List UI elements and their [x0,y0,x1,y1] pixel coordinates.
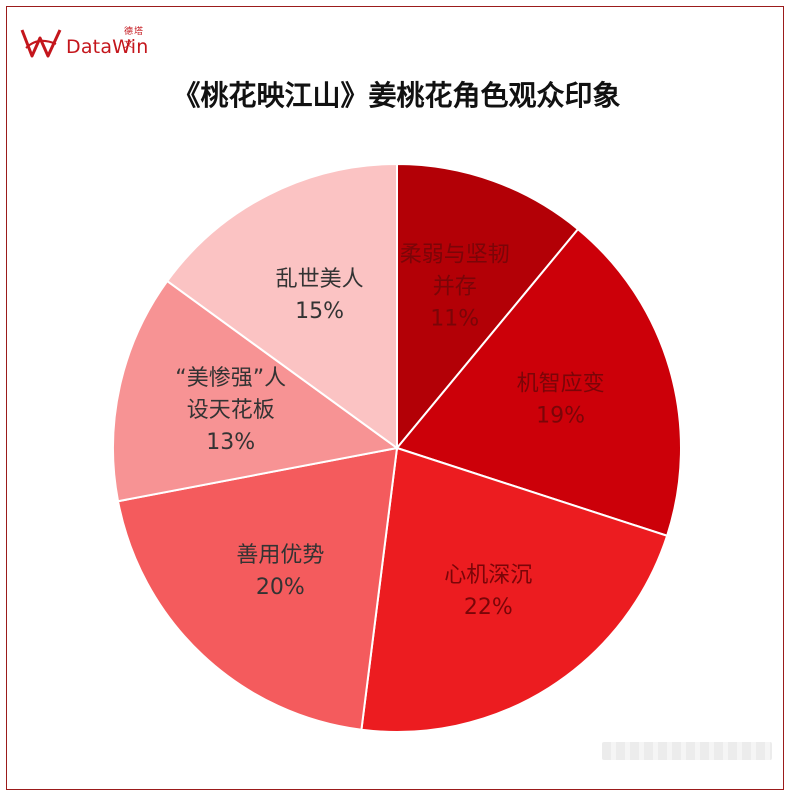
pie-slice-0-label: 并存 [433,275,477,300]
watermark [602,742,772,760]
pie-slice-5-label: 乱世美人 [276,267,364,292]
pie-slice-1-label: 机智应变 [517,371,605,396]
pie-slice-4-label: 设天花板 [187,398,275,423]
pie-slice-3-value: 20% [256,575,305,600]
pie-slice-2 [360,446,669,733]
datawin-logo: 德塔文 DataWin [20,22,150,64]
pie-slice-5-value: 15% [295,299,344,324]
pie-slice-5 [165,162,398,450]
pie-slice-4 [112,279,400,503]
pie-slice-0 [396,162,580,451]
pie-slice-4-label: “美惨强”人 [175,366,286,391]
datawin-logo-icon [20,29,62,58]
pie-slice-3-label: 善用优势 [236,543,324,568]
pie-slice-2-value: 22% [464,595,513,620]
logo-brand-name: DataWin [66,36,149,58]
chart-title: 《桃花映江山》姜桃花角色观众印象 [172,79,621,112]
logo-chinese-name: 德塔文 [124,27,145,50]
pie-slice-0-label: 柔弱与坚韧 [400,243,510,268]
pie-slice-0-value: 11% [430,307,479,332]
pie-slice-1 [395,227,682,538]
pie-slice-1-value: 19% [536,403,585,428]
pie-slice-2-label: 心机深沉 [444,563,532,588]
pie-slice-4-value: 13% [206,430,255,455]
pie-slice-3 [116,446,399,731]
